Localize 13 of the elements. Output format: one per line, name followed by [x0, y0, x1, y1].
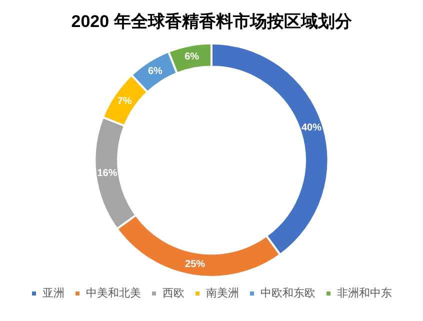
data-label: 16% [97, 168, 118, 180]
legend-label: 西欧 [162, 286, 184, 300]
legend-label: 中美和北美 [86, 286, 141, 300]
legend-label: 非洲和中东 [337, 286, 392, 300]
data-label: 6% [184, 52, 200, 63]
data-label: 7% [117, 96, 132, 107]
legend-label: 中欧和东欧 [260, 286, 316, 300]
legend-label: 亚洲 [42, 286, 64, 300]
legend-label: 南美洲 [206, 286, 239, 300]
chart-title: 2020 年全球香精香料市场按区域划分 [71, 12, 353, 31]
data-label: 25% [185, 258, 206, 270]
data-label: 40% [301, 122, 322, 134]
data-label: 6% [148, 66, 163, 78]
